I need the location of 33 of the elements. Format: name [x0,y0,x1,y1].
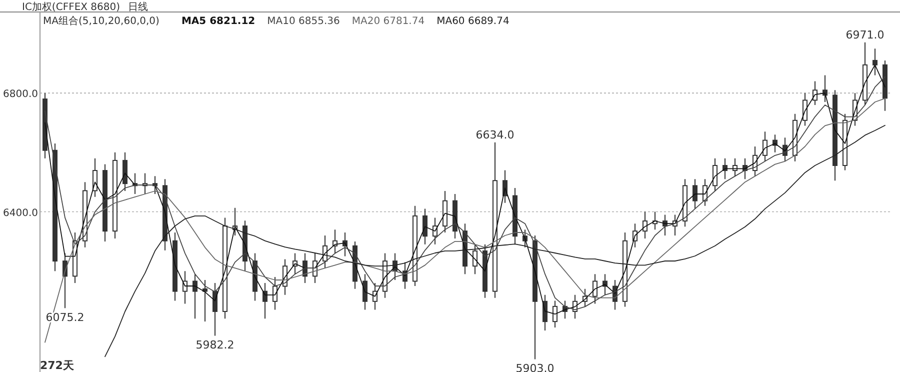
y-tick-label: 6800.0 [3,89,38,100]
candlestick [802,92,808,126]
candlestick [552,300,558,328]
candlestick [272,276,278,310]
candlestick [712,158,718,192]
candlestick [362,274,368,310]
candlestick [732,158,738,177]
candlestick [592,274,598,304]
annotation: 6971.0 [846,28,884,42]
candlestick [872,48,878,76]
candlestick [472,244,478,275]
annotation: 272天 [40,359,75,372]
line-series [104,124,886,358]
candlestick [192,274,198,320]
text: MA10 6855.36 [267,16,340,27]
annotation: 5903.0 [516,362,554,372]
text: MA5 6821.12 [181,16,256,27]
candlestick [182,270,188,304]
annotation: 5982.2 [196,338,234,352]
candlestick [202,280,208,322]
y-tick-label: 6400.0 [3,208,38,219]
annotation: 6634.0 [476,128,514,142]
candlestick [422,208,428,245]
chart-subtitle: 日线 [128,1,148,13]
candlestick [762,131,768,162]
chart-title: IC加权(CFFEX 8680) [22,1,120,13]
text: MA60 6689.74 [436,16,510,27]
candlestick [122,152,128,192]
legend-title: MA组合(5,10,20,60,0,0) [43,15,160,27]
text: MA20 6781.74 [352,16,425,27]
candlestick [542,294,548,331]
candlestick [642,211,648,239]
candlestick [692,178,698,210]
